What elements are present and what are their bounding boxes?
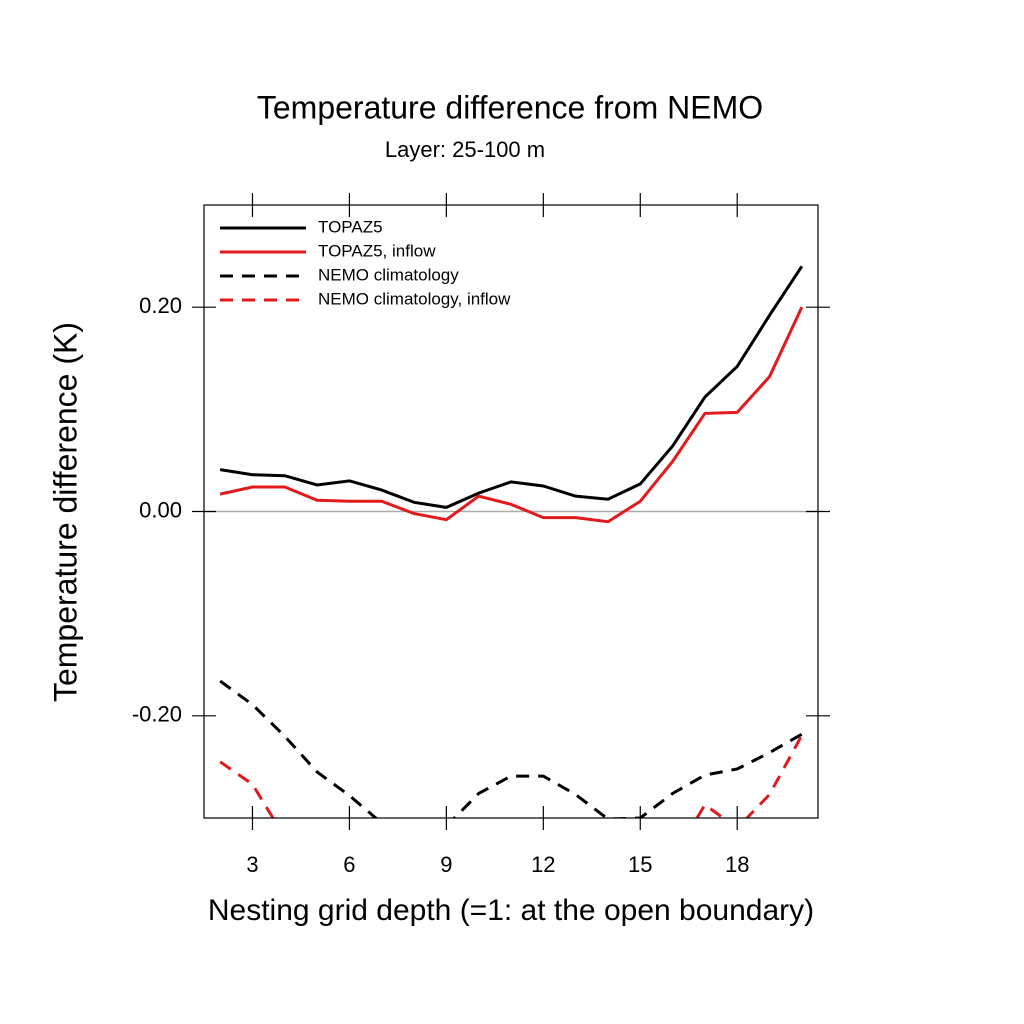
- plot-area: [219, 265, 804, 818]
- y-tick-label: -0.20: [132, 702, 182, 727]
- x-tick-label: 9: [440, 852, 452, 877]
- chart-subtitle: Layer: 25-100 m: [385, 137, 545, 162]
- series-line: [219, 679, 803, 818]
- series-line: [219, 734, 804, 818]
- legend-label: NEMO climatology, inflow: [318, 289, 511, 308]
- series-line: [219, 306, 804, 524]
- series-line: [219, 265, 804, 509]
- legend-label: TOPAZ5: [318, 217, 383, 236]
- x-tick-label: 15: [628, 852, 652, 877]
- x-axis-label: Nesting grid depth (=1: at the open boun…: [208, 894, 814, 927]
- y-tick-label: 0.20: [139, 293, 182, 318]
- legend-label: TOPAZ5, inflow: [318, 241, 436, 260]
- x-tick-label: 6: [343, 852, 355, 877]
- legend-label: NEMO climatology: [318, 265, 459, 284]
- y-axis-label: Temperature difference (K): [47, 322, 83, 702]
- x-tick-label: 18: [725, 852, 749, 877]
- x-tick-label: 12: [531, 852, 555, 877]
- chart-title: Temperature difference from NEMO: [257, 89, 763, 125]
- y-tick-label: 0.00: [139, 497, 182, 522]
- x-tick-label: 3: [246, 852, 258, 877]
